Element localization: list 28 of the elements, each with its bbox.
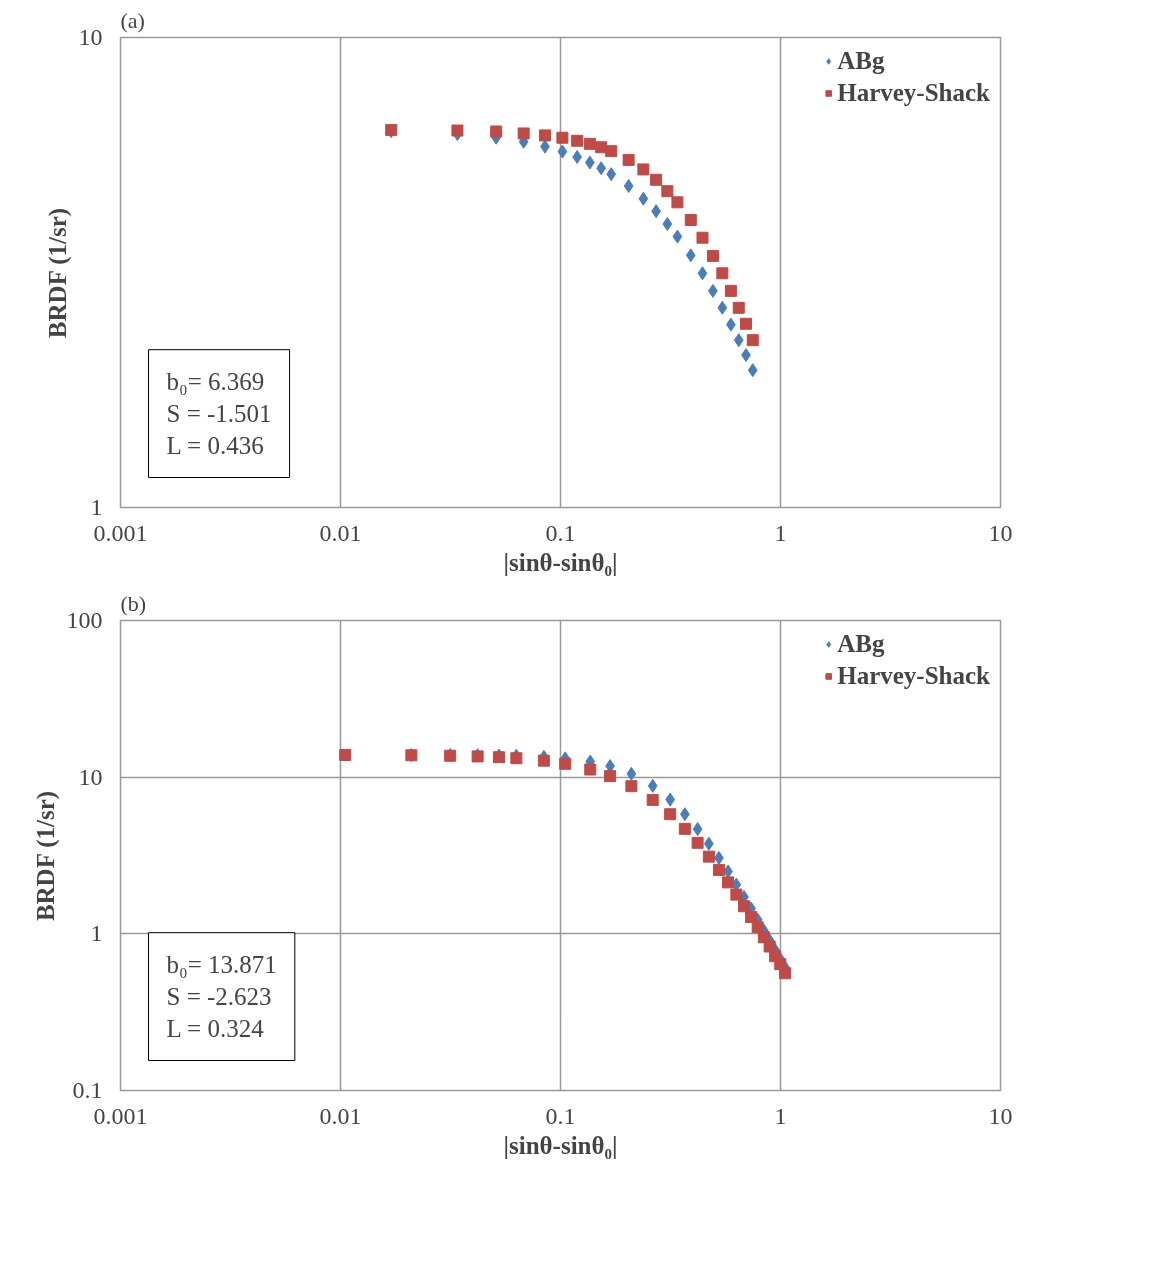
annotation: b₀= 6.369 S = -1.501 L = 0.436 — [166, 367, 272, 460]
y-tick-label: 10 — [78, 763, 103, 790]
x-tick-label: 10 — [988, 1102, 1013, 1129]
x-tick-label: 0.001 — [93, 1102, 148, 1129]
x-tick-label: 1 — [774, 519, 787, 546]
y-tick-label: 10 — [78, 24, 103, 50]
legend-label: ABg — [837, 630, 885, 658]
x-tick-label: 0.1 — [545, 519, 576, 546]
legend-label: Harvey-Shack — [837, 662, 990, 690]
legend-label: Harvey-Shack — [837, 79, 990, 107]
y-axis-title: BRDF (1/sr) — [31, 790, 60, 922]
chart-title: (a) — [120, 7, 145, 33]
y-tick-label: 1 — [90, 920, 103, 947]
x-tick-label: 10 — [988, 519, 1013, 546]
y-tick-label: 1 — [90, 494, 103, 520]
x-tick-label: 0.01 — [319, 519, 362, 546]
x-axis-title: |sinθ-sinθ₀| — [503, 548, 618, 576]
x-tick-label: 0.01 — [319, 1102, 362, 1129]
y-axis-title: BRDF (1/sr) — [43, 207, 72, 339]
y-tick-label: 0.1 — [72, 1077, 103, 1103]
x-axis-title: |sinθ-sinθ₀| — [503, 1131, 618, 1159]
x-tick-label: 0.1 — [545, 1102, 576, 1129]
x-tick-label: 0.001 — [93, 519, 148, 546]
y-tick-label: 100 — [66, 607, 103, 633]
annotation: b₀= 13.871 S = -2.623 L = 0.324 — [166, 950, 277, 1043]
x-tick-label: 1 — [774, 1102, 787, 1129]
chart-title: (b) — [120, 590, 147, 616]
legend-label: ABg — [837, 47, 885, 75]
